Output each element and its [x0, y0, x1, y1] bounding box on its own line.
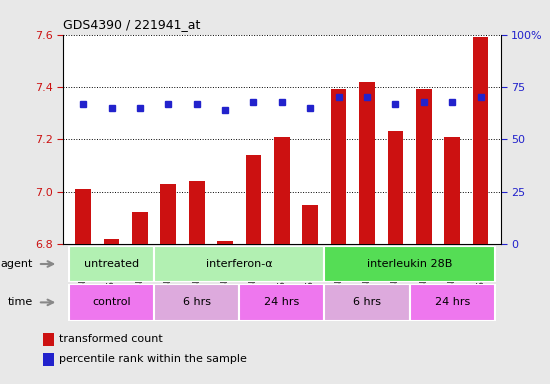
Bar [246, 155, 261, 244]
Bar [75, 189, 91, 244]
Text: transformed count: transformed count [59, 334, 163, 344]
Bar [473, 37, 488, 244]
Text: untreated: untreated [84, 259, 139, 269]
Text: 6 hrs: 6 hrs [353, 297, 381, 308]
Text: 24 hrs: 24 hrs [434, 297, 470, 308]
Bar [302, 205, 318, 244]
Bar [132, 212, 148, 244]
Bar [154, 246, 324, 282]
Bar [189, 181, 205, 244]
Text: time: time [8, 297, 33, 308]
Bar [69, 246, 154, 282]
Bar [324, 246, 495, 282]
Text: percentile rank within the sample: percentile rank within the sample [59, 354, 247, 364]
Bar [359, 82, 375, 244]
Bar [217, 241, 233, 244]
Text: interferon-α: interferon-α [206, 259, 273, 269]
Text: 24 hrs: 24 hrs [264, 297, 300, 308]
Bar [69, 284, 154, 321]
Bar [104, 238, 119, 244]
Bar [154, 284, 239, 321]
Text: 6 hrs: 6 hrs [183, 297, 211, 308]
Bar [416, 89, 432, 244]
Bar [331, 89, 346, 244]
Text: agent: agent [1, 259, 33, 269]
Bar [274, 137, 290, 244]
Bar [161, 184, 176, 244]
Bar [239, 284, 324, 321]
Text: GDS4390 / 221941_at: GDS4390 / 221941_at [63, 18, 201, 31]
Bar [444, 137, 460, 244]
Text: control: control [92, 297, 131, 308]
Bar [43, 333, 54, 346]
Bar [410, 284, 495, 321]
Bar [388, 131, 403, 244]
Text: interleukin 28B: interleukin 28B [367, 259, 452, 269]
Bar [324, 284, 410, 321]
Bar [43, 353, 54, 366]
